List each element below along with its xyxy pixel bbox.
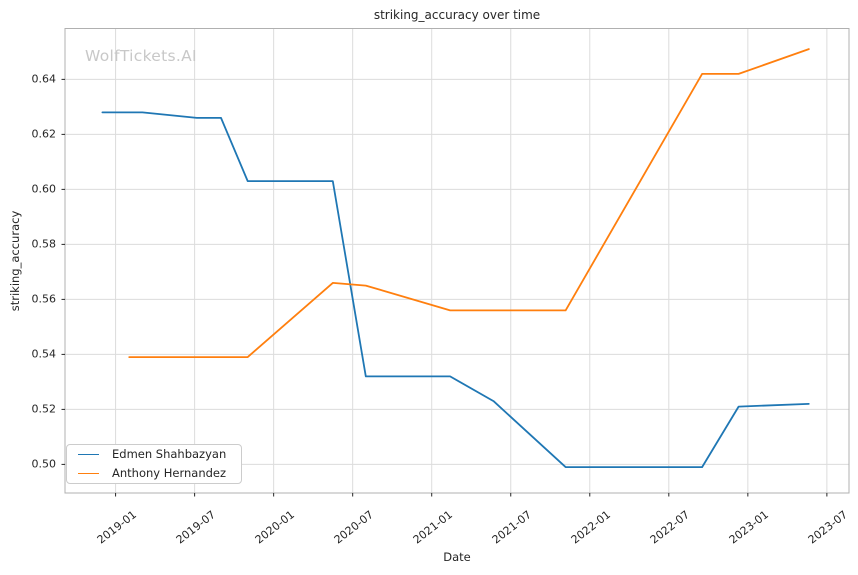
series-line-anthony-hernandez <box>128 48 810 359</box>
chart-title: striking_accuracy over time <box>373 8 541 22</box>
y-axis-label: striking_accuracy <box>8 210 22 312</box>
series-line-edmen-shahbazyan <box>101 111 810 469</box>
legend-item-edmen-shahbazyan: Edmen Shahbazyan <box>78 446 241 463</box>
legend-line-sample <box>78 454 99 455</box>
x-axis-label: Date <box>443 550 471 564</box>
watermark: WolfTickets.AI <box>85 47 197 65</box>
legend-line-sample <box>78 473 99 474</box>
legend: Edmen Shahbazyan Anthony Hernandez <box>66 444 242 484</box>
legend-label: Edmen Shahbazyan <box>112 446 227 461</box>
legend-item-anthony-hernandez: Anthony Hernandez <box>78 465 241 482</box>
plot-border <box>64 28 850 494</box>
legend-label: Anthony Hernandez <box>112 465 227 480</box>
